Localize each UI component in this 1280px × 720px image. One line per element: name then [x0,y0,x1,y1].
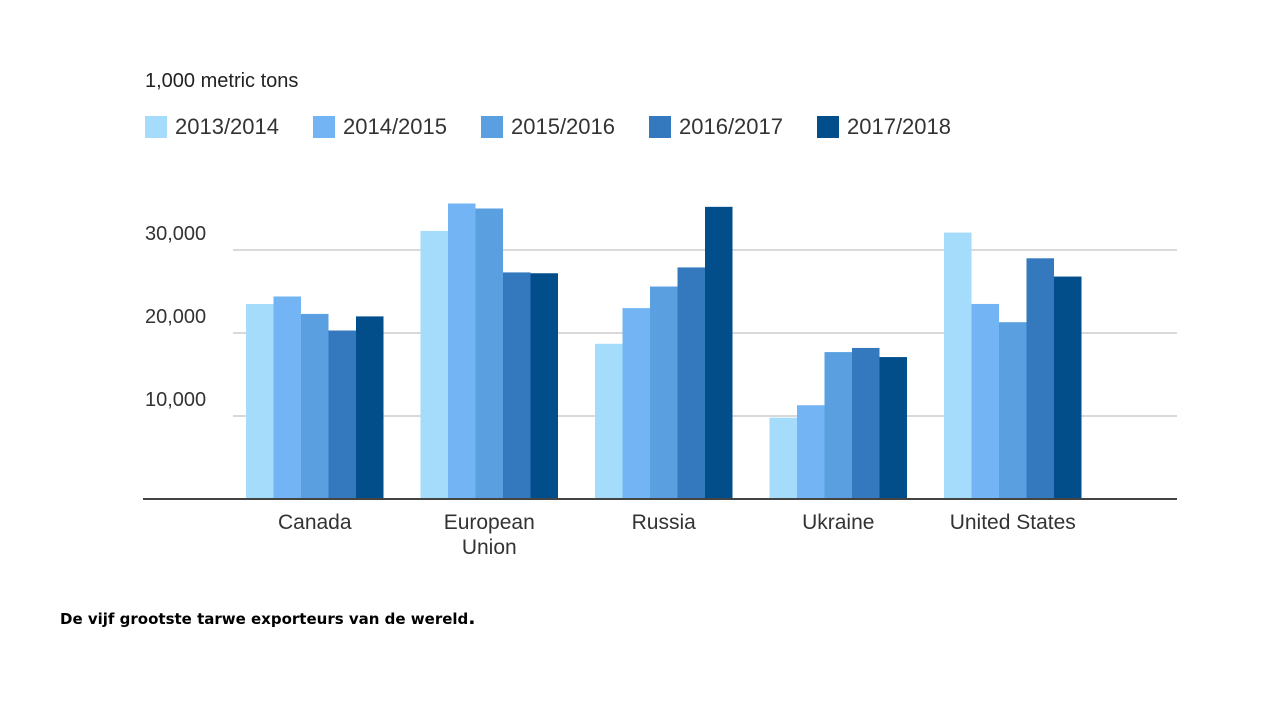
caption-text: De vijf grootste tarwe exporteurs van de… [60,610,469,628]
bar [999,322,1027,499]
legend-swatch [145,116,167,138]
bar [971,303,999,499]
legend-label: 2013/2014 [175,114,279,139]
legend-swatch [817,116,839,138]
legend-swatch [481,116,503,138]
unit-label: 1,000 metric tons [145,70,299,92]
x-category-label: Ukraine [802,511,874,534]
bar [650,286,678,499]
legend-label: 2016/2017 [679,114,783,139]
legend-item: 2016/2017 [649,114,783,140]
bar [420,230,448,499]
bar [448,203,476,499]
x-category-label: Union [462,536,517,559]
bar [769,417,797,499]
bar [595,343,623,499]
legend-label: 2015/2016 [511,114,615,139]
bar [1026,258,1054,499]
bar [273,296,301,499]
y-tick-label: 20,000 [145,306,206,328]
legend-item: 2014/2015 [313,114,447,140]
legend-item: 2013/2014 [145,114,279,140]
legend-label: 2017/2018 [847,114,951,139]
bar [356,316,384,499]
y-tick-label: 10,000 [145,389,206,411]
bar [622,308,650,499]
x-category-label: United States [950,511,1076,534]
bar [301,313,329,499]
bar [879,357,907,499]
bar [824,352,852,499]
caption-period: . [468,607,476,629]
legend-item: 2015/2016 [481,114,615,140]
bar [705,206,733,499]
x-category-label: Canada [278,511,352,534]
bar [246,303,274,499]
legend-swatch [313,116,335,138]
bar [530,273,558,499]
x-category-label: Russia [632,511,697,534]
legend-item: 2017/2018 [817,114,951,140]
legend: 2013/2014 2014/2015 2015/2016 2016/2017 2017… [145,114,985,140]
bar [797,405,825,499]
bar [475,208,503,499]
bar [1054,276,1082,499]
y-tick-label: 30,000 [145,223,206,245]
bar [944,232,972,499]
x-category-label: European [444,511,535,534]
bar [677,267,705,499]
bar [852,347,880,499]
bar [503,272,531,499]
caption: De vijf grootste tarwe exporteurs van de… [60,607,476,629]
legend-swatch [649,116,671,138]
legend-label: 2014/2015 [343,114,447,139]
bar [328,330,356,499]
